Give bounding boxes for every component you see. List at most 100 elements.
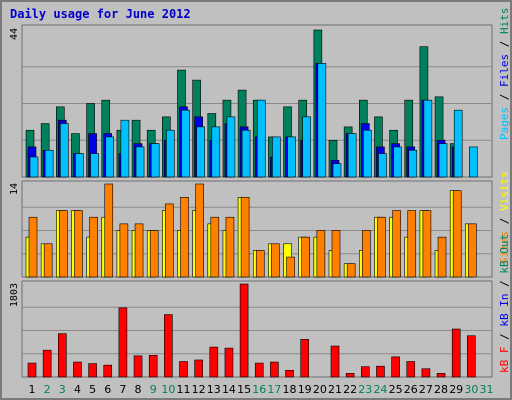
x-tick-label-day-3: 3 bbox=[59, 383, 66, 396]
legend-entry: / bbox=[498, 211, 511, 231]
kbf-bar-day-10 bbox=[164, 314, 173, 378]
x-tick-label-day-13: 13 bbox=[207, 383, 221, 396]
sites-bar-day-4 bbox=[74, 210, 83, 278]
panel-kbytes-bg bbox=[21, 280, 493, 378]
kbf-bar-day-13 bbox=[209, 346, 219, 378]
pages-bar-day-17 bbox=[272, 136, 281, 178]
x-tick-label-day-23: 23 bbox=[358, 383, 372, 396]
pages-bar-day-16 bbox=[256, 99, 266, 178]
sites-bar-day-1 bbox=[28, 216, 38, 278]
x-tick-label-day-6: 6 bbox=[104, 383, 111, 396]
x-tick-label-day-10: 10 bbox=[161, 383, 175, 396]
kbf-bar-day-17 bbox=[270, 361, 279, 378]
x-tick-label-day-31: 31 bbox=[480, 383, 494, 396]
x-axis-day-labels: 1 2 3 4 5 6 7 8 9 10 11 12 13 14 15 16 17 18 19 20 21 22 23 24 2… bbox=[29, 383, 494, 396]
chart-title: Daily usage for June 2012 bbox=[10, 7, 191, 21]
x-tick-label-day-12: 12 bbox=[192, 383, 206, 396]
pages-bar-day-21 bbox=[332, 163, 342, 178]
x-tick-label-day-28: 28 bbox=[434, 383, 448, 396]
x-tick-label-day-1: 1 bbox=[29, 383, 36, 396]
pages-bar-day-1 bbox=[29, 156, 39, 178]
sites-bar-day-15 bbox=[240, 196, 250, 278]
pages-bar-day-10 bbox=[166, 129, 175, 178]
sites-bar-day-3 bbox=[58, 210, 68, 278]
x-tick-label-day-26: 26 bbox=[404, 383, 418, 396]
legend-entry: Visits bbox=[498, 171, 511, 211]
kbf-bar-day-16 bbox=[254, 362, 264, 378]
pages-bar-day-15 bbox=[241, 129, 251, 178]
kbf-bar-day-24 bbox=[376, 365, 385, 378]
legend-entry: kB Out bbox=[498, 234, 511, 274]
sites-bar-day-27 bbox=[422, 210, 432, 278]
pages-bar-day-22 bbox=[347, 133, 357, 178]
sites-bar-day-22 bbox=[346, 263, 356, 278]
pages-bar-day-9 bbox=[150, 143, 160, 178]
kbf-bar-day-11 bbox=[179, 361, 188, 378]
panel-visits-sites bbox=[22, 183, 492, 278]
pages-bar-day-27 bbox=[423, 99, 433, 178]
kbf-bar-day-21 bbox=[330, 345, 340, 378]
legend-entry: Pages bbox=[498, 107, 511, 140]
kbf-bar-day-27 bbox=[421, 368, 431, 378]
pages-bar-day-2 bbox=[44, 149, 54, 178]
kbf-bar-day-18 bbox=[285, 369, 294, 378]
x-tick-label-day-7: 7 bbox=[119, 383, 126, 396]
legend-entry: Sites bbox=[498, 231, 511, 264]
sites-bar-day-9 bbox=[149, 230, 159, 278]
x-tick-label-day-20: 20 bbox=[313, 383, 327, 396]
pages-bar-day-14 bbox=[226, 116, 236, 178]
pages-bar-day-18 bbox=[287, 136, 296, 178]
legend-entry: kB F bbox=[498, 347, 511, 374]
sites-bar-day-24 bbox=[377, 216, 386, 278]
pages-bar-day-20 bbox=[317, 63, 327, 178]
y-axis-max-labels: 44 14 1803 bbox=[9, 28, 20, 307]
x-tick-label-day-9: 9 bbox=[150, 383, 157, 396]
pages-bar-day-5 bbox=[90, 153, 99, 178]
pages-bar-day-28 bbox=[438, 143, 448, 178]
kbf-bar-day-23 bbox=[360, 366, 370, 378]
legend-entry: / bbox=[498, 87, 511, 107]
x-tick-label-day-18: 18 bbox=[283, 383, 297, 396]
kbf-bar-day-22 bbox=[345, 373, 355, 378]
sites-bar-day-25 bbox=[392, 210, 401, 278]
y-max-label-panel-2: 14 bbox=[9, 183, 20, 195]
kbf-bar-day-5 bbox=[88, 363, 97, 378]
x-tick-label-day-14: 14 bbox=[222, 383, 236, 396]
y-max-label-panel-1: 44 bbox=[9, 28, 20, 40]
pages-bar-day-11 bbox=[181, 109, 190, 178]
x-tick-label-day-30: 30 bbox=[464, 383, 478, 396]
sites-bar-day-18 bbox=[286, 256, 295, 278]
pages-bar-day-8 bbox=[135, 146, 145, 178]
legend-entry: / bbox=[498, 327, 511, 347]
kbf-bar-day-9 bbox=[148, 355, 158, 378]
kbf-bar-day-4 bbox=[73, 361, 82, 378]
kbf-bar-day-19 bbox=[300, 339, 310, 378]
pages-bar-day-25 bbox=[393, 146, 402, 178]
kbf-bar-day-1 bbox=[27, 362, 37, 378]
pages-bar-day-29 bbox=[453, 109, 463, 178]
kbf-bar-day-29 bbox=[451, 328, 461, 378]
pages-bar-day-23 bbox=[362, 129, 372, 178]
sites-bar-day-26 bbox=[407, 210, 417, 278]
pages-bar-day-13 bbox=[211, 126, 221, 178]
kbf-bar-day-12 bbox=[194, 359, 203, 378]
sites-bar-day-14 bbox=[225, 216, 235, 278]
kbf-bar-day-8 bbox=[133, 355, 143, 378]
x-tick-label-day-15: 15 bbox=[237, 383, 251, 396]
pages-bar-day-6 bbox=[105, 136, 115, 178]
x-tick-label-day-19: 19 bbox=[298, 383, 312, 396]
x-tick-label-day-21: 21 bbox=[328, 383, 342, 396]
x-tick-label-day-11: 11 bbox=[177, 383, 191, 396]
kbf-bar-day-3 bbox=[57, 333, 67, 378]
sites-bar-day-17 bbox=[271, 243, 280, 278]
legend-panel-2: Sites / Visits bbox=[498, 171, 511, 264]
pages-bar-day-4 bbox=[75, 153, 84, 178]
pages-bar-day-26 bbox=[408, 149, 418, 178]
sites-bar-day-30 bbox=[468, 223, 477, 278]
x-tick-label-day-4: 4 bbox=[74, 383, 81, 396]
kbf-bar-day-7 bbox=[118, 307, 128, 378]
kbf-bar-day-25 bbox=[391, 356, 400, 378]
pages-bar-day-3 bbox=[59, 123, 69, 178]
